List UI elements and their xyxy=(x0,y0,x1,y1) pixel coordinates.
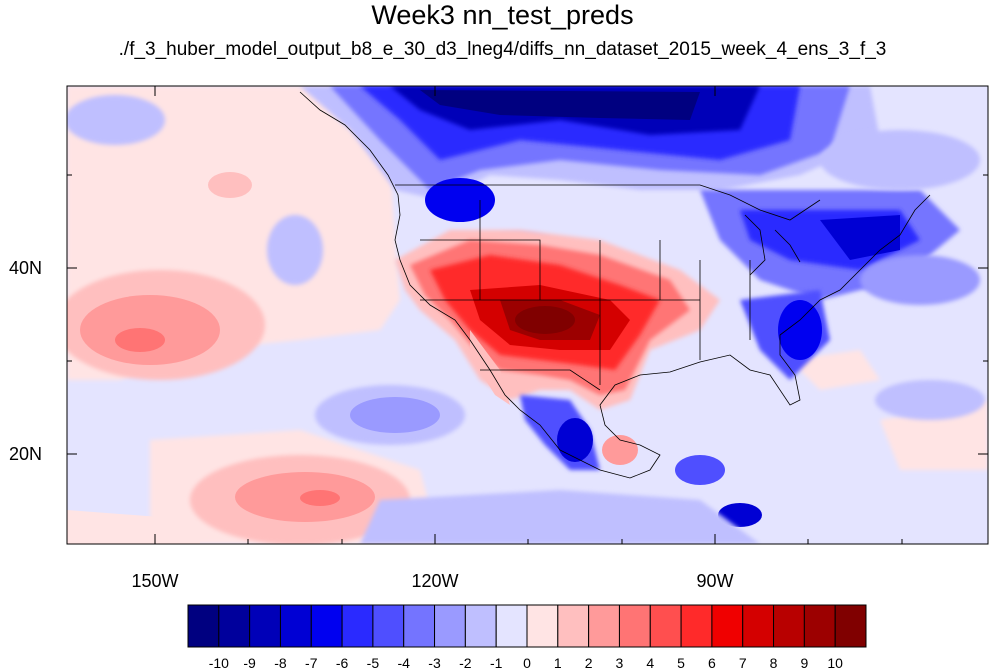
coastlines xyxy=(299,91,931,479)
colorbar-swatch xyxy=(372,604,405,648)
lon-label-150w: 150W xyxy=(131,571,179,591)
colorbar-tick-label: 7 xyxy=(738,655,747,671)
colorbar-tick-label: -8 xyxy=(274,655,287,671)
colorbar-swatch xyxy=(526,604,559,648)
colorbar-tick-label: 10 xyxy=(827,655,843,671)
colorbar-swatch xyxy=(742,604,775,648)
colorbar-swatch xyxy=(218,604,251,648)
colorbar-tick-label: 5 xyxy=(677,655,685,671)
colorbar-swatch xyxy=(464,604,497,648)
colorbar-swatch xyxy=(803,604,836,648)
colorbar-tick-label: -1 xyxy=(489,655,503,671)
colorbar-swatch xyxy=(310,604,343,648)
colorbar-swatch xyxy=(495,604,528,648)
colorbar-tick-label: 4 xyxy=(646,655,655,671)
colorbar-swatch xyxy=(434,604,466,648)
colorbar-tick-label: -7 xyxy=(305,655,318,671)
colorbar-tick-label: -2 xyxy=(459,655,472,671)
anomaly-field xyxy=(67,86,988,544)
colorbar-tick-label: -3 xyxy=(428,655,441,671)
colorbar-tick-label: 8 xyxy=(769,655,778,671)
colorbar-tick-label: 0 xyxy=(523,655,531,671)
lat-label-40n: 40N xyxy=(8,258,42,278)
map-title: Week3 nn_test_preds xyxy=(371,0,634,30)
colorbar-swatch xyxy=(618,604,651,648)
colorbar-swatch xyxy=(834,604,867,648)
colorbar-swatch xyxy=(403,604,436,648)
colorbar-tick-label: 3 xyxy=(615,655,624,671)
colorbar-tick-label: 2 xyxy=(584,655,593,671)
colorbar-tick-label: -4 xyxy=(397,655,410,671)
colorbar xyxy=(187,604,867,648)
colorbar-tick-label: -6 xyxy=(335,655,349,671)
colorbar-swatch xyxy=(773,604,805,648)
colorbar-swatch xyxy=(680,604,713,648)
colorbar-swatch xyxy=(279,604,312,648)
lon-label-120w: 120W xyxy=(411,571,459,591)
colorbar-tick-label: -9 xyxy=(243,655,256,671)
lon-label-90w: 90W xyxy=(696,571,734,591)
colorbar-swatch xyxy=(588,604,620,648)
lat-label-20n: 20N xyxy=(8,444,42,464)
colorbar-tick-label: -5 xyxy=(366,655,380,671)
colorbar-tick-label: -10 xyxy=(208,655,229,671)
colorbar-swatch xyxy=(187,604,220,648)
colorbar-tick-label: 9 xyxy=(800,655,809,671)
colorbar-tick-label: 6 xyxy=(708,655,716,671)
axis-ticks xyxy=(67,86,988,544)
colorbar-swatch xyxy=(249,604,281,648)
colorbar-swatch xyxy=(341,604,374,648)
colorbar-tick-label: 1 xyxy=(553,655,562,671)
colorbar-swatch xyxy=(557,604,590,648)
colorbar-swatch xyxy=(711,604,744,648)
map-subtitle: ./f_3_huber_model_output_b8_e_30_d3_lneg… xyxy=(118,39,887,60)
colorbar-swatch xyxy=(649,604,682,648)
